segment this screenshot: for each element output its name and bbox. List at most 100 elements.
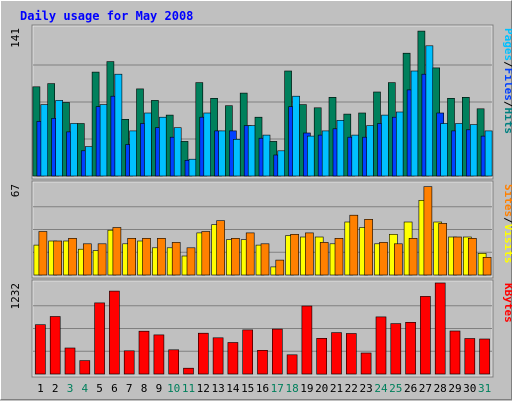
bar-pages-day-12	[203, 112, 212, 177]
bar-pages-day-27	[425, 45, 434, 177]
bar-kbytes-day-14	[227, 342, 239, 375]
bar-kbytes-day-18	[286, 354, 298, 375]
bar-sites-day-5	[97, 243, 107, 276]
x-tick-label-day-2: 2	[52, 382, 59, 395]
bar-sites-day-15	[245, 232, 255, 276]
bar-kbytes-day-16	[257, 349, 268, 375]
bar-sites-day-19	[305, 232, 314, 276]
legend-entry-sites: Sites	[502, 184, 512, 217]
legend-label-traffic: Pages/Files/Hits	[502, 28, 512, 134]
bar-pages-day-5	[99, 104, 108, 177]
bar-hits-day-11	[180, 141, 189, 177]
bar-kbytes-day-11	[183, 367, 194, 375]
bar-pages-day-9	[159, 116, 167, 177]
bar-sites-day-27	[423, 186, 433, 276]
bar-kbytes-day-9	[153, 334, 165, 375]
bar-kbytes-day-17	[271, 328, 283, 375]
bar-sites-day-31	[482, 256, 492, 276]
bar-sites-day-24	[379, 242, 388, 276]
chart-title: Daily usage for May 2008	[20, 9, 193, 23]
bar-kbytes-day-29	[449, 330, 461, 375]
bar-sites-day-20	[319, 242, 329, 276]
legend-entry-kbytes: KBytes	[502, 283, 512, 323]
x-tick-label-day-21: 21	[330, 382, 343, 395]
y-max-label-traffic: 141	[9, 28, 22, 48]
bar-sites-day-8	[142, 238, 151, 276]
bar-pages-day-6	[114, 73, 123, 177]
bar-sites-day-13	[216, 220, 225, 276]
x-tick-label-day-25: 25	[389, 382, 402, 395]
bar-kbytes-day-15	[242, 329, 253, 375]
bar-sites-day-2	[53, 240, 63, 276]
legend-separator: /	[502, 61, 512, 68]
bar-kbytes-day-28	[434, 282, 446, 375]
x-tick-label-day-11: 11	[182, 382, 195, 395]
x-tick-label-day-30: 30	[463, 382, 476, 395]
bar-sites-day-3	[68, 238, 77, 276]
panel-kbytes-border	[31, 279, 494, 378]
x-tick-label-day-20: 20	[315, 382, 328, 395]
bar-sites-day-9	[157, 238, 166, 276]
bar-pages-day-21	[336, 120, 345, 177]
bar-pages-day-11	[188, 158, 197, 177]
x-tick-label-day-29: 29	[448, 382, 461, 395]
bar-sites-day-29	[453, 236, 462, 276]
x-tick-label-day-9: 9	[156, 382, 163, 395]
x-tick-label-day-4: 4	[81, 382, 88, 395]
bar-kbytes-day-3	[64, 347, 76, 375]
bar-kbytes-day-21	[331, 332, 342, 375]
legend-entry-pages: Pages	[502, 28, 512, 61]
bar-sites-day-11	[186, 247, 196, 276]
bar-sites-day-1	[38, 231, 48, 276]
bar-pages-day-16	[262, 134, 271, 177]
bar-sites-day-18	[290, 234, 299, 276]
bar-pages-day-25	[395, 111, 404, 177]
bar-kbytes-day-6	[109, 290, 120, 375]
bar-kbytes-day-1	[35, 324, 46, 375]
bar-sites-day-17	[275, 259, 285, 276]
bar-sites-day-4	[83, 243, 92, 276]
y-max-label-visits: 67	[9, 184, 22, 197]
bar-sites-day-21	[334, 238, 344, 276]
y-max-label-kbytes: 1232	[9, 283, 22, 310]
legend-entry-files: Files	[502, 68, 512, 101]
bar-pages-day-19	[307, 135, 315, 177]
bar-kbytes-day-12	[198, 332, 209, 375]
bar-pages-day-7	[129, 130, 137, 177]
bar-pages-day-15	[247, 125, 256, 177]
bar-kbytes-day-22	[345, 333, 357, 375]
legend-label-kbytes: KBytes	[502, 283, 512, 323]
bar-pages-day-28	[440, 123, 449, 177]
bar-sites-day-7	[127, 238, 136, 276]
bar-kbytes-day-20	[316, 337, 328, 375]
x-tick-label-day-10: 10	[167, 382, 180, 395]
bar-pages-day-1	[40, 104, 49, 177]
x-tick-label-day-26: 26	[404, 382, 417, 395]
x-tick-label-day-6: 6	[111, 382, 118, 395]
bar-kbytes-day-30	[464, 338, 476, 375]
bar-kbytes-day-7	[123, 350, 135, 375]
bar-kbytes-day-24	[375, 316, 387, 375]
bar-kbytes-day-23	[360, 352, 372, 375]
bar-pages-day-22	[351, 134, 360, 177]
bar-sites-day-25	[393, 243, 403, 276]
legend-entry-hits: Hits	[502, 108, 512, 135]
x-tick-label-day-24: 24	[374, 382, 388, 395]
bar-pages-day-2	[55, 100, 64, 177]
x-tick-label-day-7: 7	[126, 382, 133, 395]
bar-kbytes-day-4	[79, 360, 91, 375]
bar-kbytes-day-26	[405, 321, 416, 375]
panel-visits-border	[31, 180, 494, 279]
bar-kbytes-day-8	[138, 330, 150, 375]
bar-pages-day-3	[70, 123, 78, 177]
x-tick-label-day-14: 14	[226, 382, 240, 395]
bar-pages-day-17	[277, 150, 286, 177]
x-tick-label-day-31: 31	[478, 382, 491, 395]
bar-pages-day-23	[366, 125, 374, 177]
bar-kbytes-day-19	[301, 305, 313, 375]
bar-sites-day-28	[438, 223, 448, 276]
bar-pages-day-31	[484, 130, 493, 177]
legend-separator: /	[502, 101, 512, 108]
x-tick-label-day-13: 13	[211, 382, 224, 395]
